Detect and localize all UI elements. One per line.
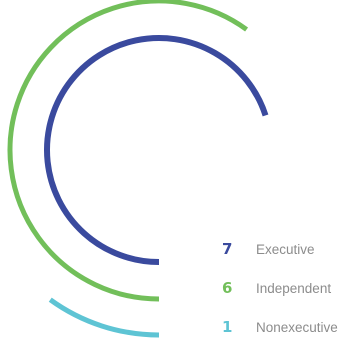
legend-label-independent: Independent	[256, 281, 331, 296]
arc-nonexecutive	[48, 297, 160, 338]
arc-executive	[44, 35, 269, 265]
legend-value-executive: 7	[222, 240, 232, 258]
legend-value-nonexecutive: 1	[222, 318, 232, 336]
legend-label-nonexecutive: Nonexecutive	[256, 320, 338, 335]
legend-label-executive: Executive	[256, 242, 315, 257]
arc-independent	[7, 0, 249, 302]
legend-value-independent: 6	[222, 279, 232, 297]
